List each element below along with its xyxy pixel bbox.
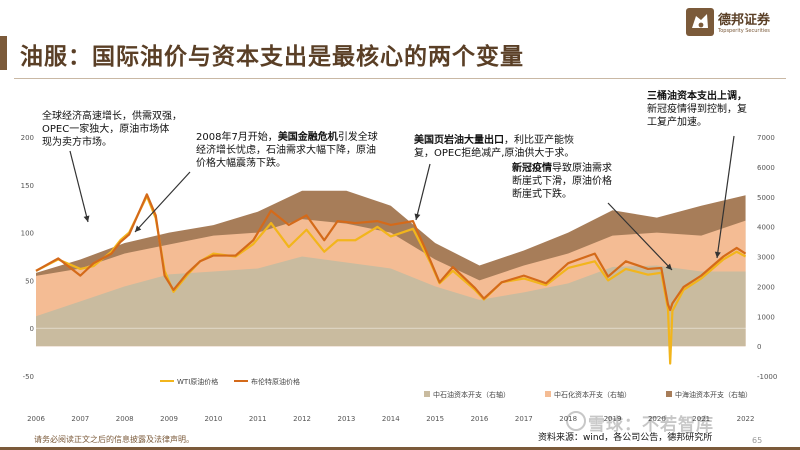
right-axis-tick: 5000 [757,194,775,202]
annotation-line: 三桶油资本支出上调， [647,91,747,102]
legend-swatch [424,391,430,397]
annotation-shale-oil: 美国页岩油大量出口，利比亚产能恢 复，OPEC拒绝减产,原油供大于求。 [414,134,574,160]
logo-name-en: Topsperity Securities [718,28,770,34]
legend-label: 中石油资本开支（右轴） [433,390,510,399]
annotation-capex-increase: 三桶油资本支出上调， 新冠疫情得到控制，复 工复产加速。 [647,90,747,129]
annotation-arrow [69,150,89,223]
x-axis-tick: 2021 [692,415,710,423]
annotation-line: 工复产加速。 [647,117,707,128]
annotation-line: 断崖式下滑，原油价格 [512,176,612,187]
logo-icon [686,8,714,36]
page-title: 油服：国际油价与资本支出是最核心的两个变量 [20,44,524,70]
annotation-line: 新冠疫情导致原油需求 [512,163,612,174]
x-axis-tick: 2019 [604,415,622,423]
annotation-line: OPEC一家独大，原油市场体 [42,124,170,135]
right-axis-tick: 3000 [757,254,775,262]
x-axis-tick: 2020 [648,415,666,423]
title-accent-bar [0,36,7,70]
right-axis-tick: 6000 [757,164,775,172]
price-line [35,193,747,312]
data-source: 资料来源：wind，各公司公告，德邦研究所 [538,433,713,443]
annotation-line: 复，OPEC拒绝减产,原油供大于求。 [414,148,575,159]
left-axis-tick: -50 [23,373,34,381]
left-axis-tick: 0 [30,325,34,333]
title-divider [14,78,786,79]
x-axis-tick: 2013 [338,415,356,423]
legend-label: 中石化资本开支（右轴） [554,390,631,399]
annotation-arrowhead [83,215,90,222]
x-axis-tick: 2012 [293,415,311,423]
x-axis-tick: 2007 [71,415,89,423]
annotation-arrow [716,135,735,259]
annotation-arrowhead [714,251,721,258]
legend-swatch [666,391,672,397]
x-axis-tick: 2016 [471,415,489,423]
right-axis-tick: 0 [757,343,761,351]
company-logo: 德邦证券 Topsperity Securities [686,6,792,50]
annotation-line: 现为卖方市场。 [42,137,112,148]
x-axis-tick: 2009 [160,415,178,423]
annotation-arrow [415,163,431,221]
x-axis-tick: 2010 [204,415,222,423]
x-axis-tick: 2015 [426,415,444,423]
annotation-covid: 新冠疫情导致原油需求 断崖式下滑，原油价格 断崖式下跌。 [512,162,612,201]
left-axis-tick: 50 [25,277,34,285]
legend-label: 布伦特原油价格 [251,377,300,386]
x-axis-tick: 2014 [382,415,400,423]
x-axis-tick: 2008 [116,415,134,423]
annotation-line: 新冠疫情得到控制，复 [647,104,747,115]
right-axis-tick: -1000 [757,373,777,381]
annotation-arrowhead [665,263,672,270]
left-axis-tick: 200 [21,134,34,142]
right-axis-tick: 4000 [757,224,775,232]
annotation-arrowhead [414,213,421,220]
legend-swatch [545,391,551,397]
left-axis-tick: 150 [21,182,34,190]
annotation-line: 价格大幅震荡下跌。 [196,158,286,169]
legend-label: WTI原油价格 [177,377,218,386]
disclaimer: 请务必阅读正文之后的信息披露及法律声明。 [34,435,194,444]
annotation-line: 断崖式下跌。 [512,189,572,200]
annotation-line: 经济增长忧虑，石油需求大幅下降，原油 [196,145,376,156]
right-axis-tick: 2000 [757,283,775,291]
logo-name: 德邦证券 [718,13,771,28]
watermark-icon [566,411,586,431]
annotation-financial-crisis: 2008年7月开始，美国金融危机引发全球 经济增长忧虑，石油需求大幅下降，原油 价格… [196,131,378,170]
x-axis-tick: 2017 [515,415,533,423]
annotation-boom: 全球经济高速增长，供需双强， OPEC一家独大，原油市场体 现为卖方市场。 [42,110,182,149]
annotation-line: 2008年7月开始，美国金融危机引发全球 [196,132,378,143]
annotation-line: 全球经济高速增长，供需双强， [42,111,182,122]
capex-area [36,256,746,347]
annotation-line: 美国页岩油大量出口，利比亚产能恢 [414,135,574,146]
annotation-arrow [607,202,673,271]
annotation-arrowhead [135,225,142,232]
watermark: 雪球：不若智库 [588,415,714,435]
x-axis-tick: 2011 [249,415,267,423]
x-axis-tick: 2022 [737,415,755,423]
legend-label: 中海油资本开支（右轴） [675,390,752,399]
annotation-arrow [134,171,191,233]
right-axis-tick: 7000 [757,134,775,142]
left-axis-tick: 100 [21,230,34,238]
right-axis-tick: 1000 [757,313,775,321]
x-axis-tick: 2006 [27,415,45,423]
footer-bar [0,447,800,450]
page-number: 65 [752,436,763,445]
